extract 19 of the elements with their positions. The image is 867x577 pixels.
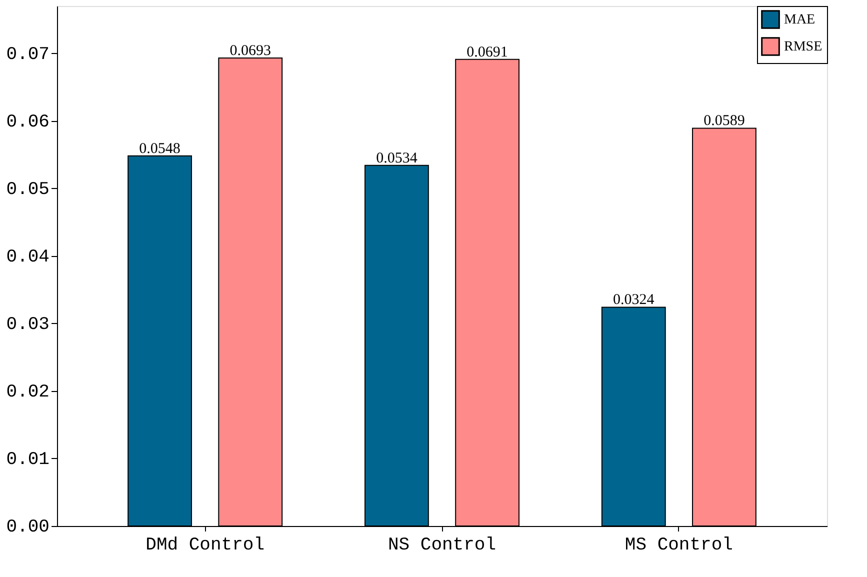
data-label: 0.0324 (613, 292, 655, 308)
legend-label: MAE (784, 12, 816, 28)
x-tick-label: MS Control (624, 536, 733, 556)
y-tick-label: 0.01 (6, 450, 50, 470)
legend-label: RMSE (784, 40, 822, 54)
y-tick-label: 0.03 (6, 314, 50, 335)
y-tick-label: 0.00 (6, 518, 50, 538)
data-label: 0.0548 (139, 140, 180, 157)
data-label: 0.0534 (376, 150, 418, 166)
y-tick-label: 0.07 (6, 44, 50, 65)
x-tick-label: DMd Control (146, 536, 264, 556)
data-label: 0.0589 (704, 113, 745, 130)
y-tick-label: 0.04 (6, 247, 50, 268)
data-label: 0.0693 (230, 43, 271, 59)
y-tick-label: 0.06 (6, 112, 50, 132)
data-label: 0.0691 (466, 44, 508, 60)
y-tick-label: 0.05 (6, 180, 50, 200)
x-tick-label: NS Control (388, 536, 496, 556)
y-tick-label: 0.02 (6, 382, 50, 402)
